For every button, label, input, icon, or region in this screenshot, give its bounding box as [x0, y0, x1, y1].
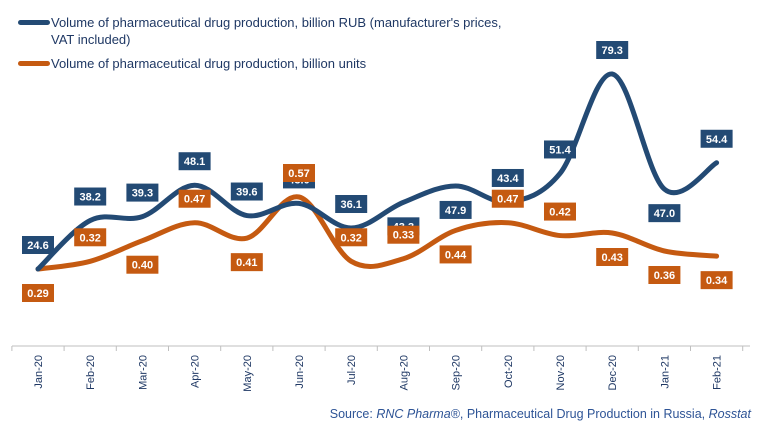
data-label-box-rub: [491, 168, 524, 187]
data-label-box-rub: [544, 140, 576, 159]
data-label-box-rub: [178, 152, 211, 171]
data-label-rub: 54.4: [706, 134, 728, 146]
data-label-rub: 47.0: [654, 208, 675, 220]
data-label-box-rub: [126, 183, 159, 202]
data-label-box-units: [178, 189, 211, 208]
data-label-box-rub: [700, 129, 733, 148]
data-label-box-rub: [439, 200, 472, 219]
series-line-units: [35, 194, 720, 272]
data-label-rub: 51.4: [549, 144, 571, 156]
x-tick-label: Feb-20: [85, 355, 97, 390]
x-tick-label: Apr-20: [190, 355, 202, 388]
data-label-box-units: [387, 225, 420, 244]
x-tick-label: May-20: [242, 355, 254, 392]
x-tick-label: Aug-20: [398, 355, 410, 390]
data-label-rub: 38.2: [79, 192, 100, 204]
x-tick-label: Feb-21: [712, 355, 724, 390]
x-tick-label: Jan-20: [33, 355, 45, 389]
data-label-rub: 39.3: [132, 188, 153, 200]
source-mark: ®: [450, 407, 460, 421]
x-tick-label: Sep-20: [451, 355, 463, 390]
series-line-rub: [35, 71, 720, 272]
data-label-rub: 43.4: [497, 173, 519, 185]
legend-item-rub: Volume of pharmaceutical drug production…: [18, 14, 521, 48]
data-label-box-rub: [74, 187, 107, 206]
data-label-rub: 39.6: [236, 187, 257, 199]
source-brand: RNC Pharma: [376, 407, 451, 421]
data-label-units: 0.32: [340, 232, 361, 244]
data-label-box-units: [648, 266, 681, 284]
legend-swatch-rub: [18, 20, 50, 25]
data-label-units: 0.57: [288, 168, 309, 180]
data-label-rub: 47.9: [445, 205, 466, 217]
x-tick-label: Mar-20: [137, 355, 149, 390]
legend-item-units: Volume of pharmaceutical drug production…: [18, 55, 521, 72]
data-label-units: 0.47: [184, 194, 205, 206]
x-tick-label: Dec-20: [607, 355, 619, 390]
legend-swatch-units: [18, 61, 50, 66]
data-label-units: 0.40: [132, 260, 153, 272]
data-label-box-rub: [648, 204, 681, 223]
legend: Volume of pharmaceutical drug production…: [18, 14, 521, 79]
data-label-box-units: [544, 202, 576, 221]
legend-label-units: Volume of pharmaceutical drug production…: [51, 56, 367, 71]
data-label-units: 0.43: [601, 252, 622, 264]
data-label-units: 0.47: [497, 194, 518, 206]
legend-label-rub: Volume of pharmaceutical drug production…: [51, 15, 502, 47]
data-label-box-units: [491, 189, 524, 208]
data-label-rub: 79.3: [601, 45, 622, 57]
data-label-box-units: [700, 271, 733, 290]
source-note: Source: RNC Pharma®, Pharmaceutical Drug…: [330, 407, 751, 421]
data-label-units: 0.29: [27, 288, 48, 300]
data-label-units: 0.32: [79, 232, 100, 244]
data-label-box-units: [439, 245, 472, 264]
data-label-box-units: [74, 228, 107, 247]
data-label-rub: 48.1: [184, 156, 205, 168]
data-label-box-units: [283, 164, 315, 182]
data-label-box-rub: [230, 182, 263, 201]
data-label-rub: 36.1: [340, 199, 361, 211]
data-label-units: 0.41: [236, 257, 257, 269]
source-agency: Rosstat: [708, 407, 751, 421]
data-label-box-units: [22, 284, 54, 302]
data-label-units: 0.36: [654, 270, 675, 282]
data-label-units: 0.42: [549, 207, 570, 219]
data-label-box-units: [335, 228, 368, 247]
source-middle: , Pharmaceutical Drug Production in Russ…: [459, 407, 709, 421]
data-label-box-units: [126, 255, 159, 274]
x-tick-label: Jul-20: [346, 355, 358, 385]
data-label-rub: 24.6: [27, 240, 48, 252]
data-label-box-rub: [335, 195, 368, 214]
data-label-units: 0.44: [445, 249, 467, 261]
source-prefix: Source:: [329, 407, 377, 421]
data-label-box-units: [230, 253, 263, 272]
data-label-box-rub: [22, 236, 54, 254]
x-tick-label: Nov-20: [555, 355, 567, 390]
x-tick-label: Jun-20: [294, 355, 306, 389]
x-tick-label: Oct-20: [503, 355, 515, 388]
data-label-units: 0.34: [706, 275, 728, 287]
data-label-box-rub: [596, 41, 629, 59]
data-label-units: 0.33: [393, 230, 414, 242]
x-tick-label: Jan-21: [659, 355, 671, 389]
data-label-box-units: [596, 248, 629, 266]
